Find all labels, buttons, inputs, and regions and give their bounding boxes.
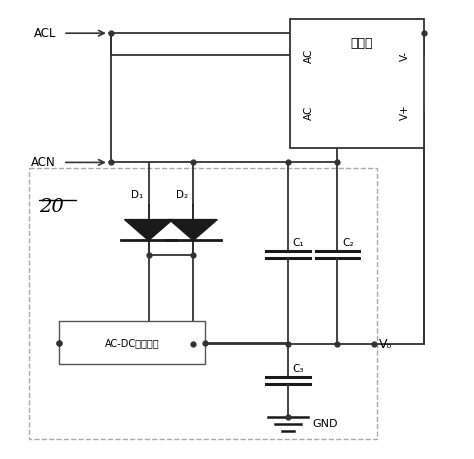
Text: V+: V+ <box>400 105 410 120</box>
Text: ACL: ACL <box>34 27 56 39</box>
Text: AC-DC转换单元: AC-DC转换单元 <box>105 338 159 348</box>
Polygon shape <box>125 219 173 241</box>
Text: Vₒ: Vₒ <box>379 338 393 351</box>
Text: ACN: ACN <box>31 156 56 169</box>
Text: D₂: D₂ <box>176 190 188 200</box>
Polygon shape <box>169 219 217 241</box>
Text: GND: GND <box>312 419 338 429</box>
Text: C₁: C₁ <box>292 238 304 248</box>
Bar <box>59 321 205 364</box>
Bar <box>290 19 424 149</box>
Text: AC: AC <box>303 105 314 119</box>
Text: C₂: C₂ <box>342 238 354 248</box>
Text: D₁: D₁ <box>131 190 144 200</box>
Text: AC: AC <box>303 48 314 62</box>
Text: 20: 20 <box>39 198 64 216</box>
Text: V-: V- <box>400 50 410 61</box>
Text: C₃: C₃ <box>292 364 304 374</box>
Text: 整流桥: 整流桥 <box>350 37 373 50</box>
